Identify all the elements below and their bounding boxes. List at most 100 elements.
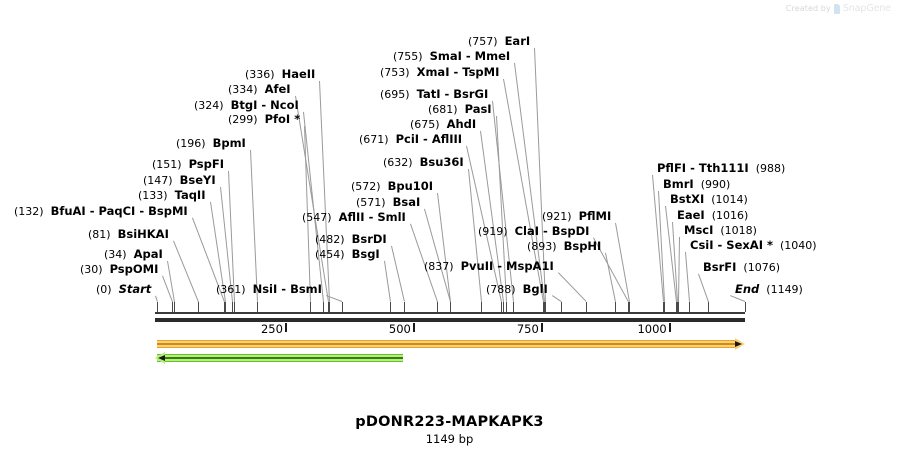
restriction-site-label[interactable]: (681) PasI [428,103,492,116]
restriction-site-tick [689,302,690,312]
restriction-site-label[interactable]: BsrFI (1076) [703,261,780,274]
restriction-site-label[interactable]: (334) AfeI [228,83,291,96]
restriction-site-label[interactable]: (147) BseYI [143,174,216,187]
site-position: (1040) [773,239,817,252]
restriction-site-label[interactable]: PflFI - Tth111I (988) [657,162,785,175]
restriction-site-label[interactable]: (675) AhdI [410,118,476,131]
restriction-site-label[interactable]: (671) PciI - AflIII [359,133,462,146]
label-separator: - [539,224,552,238]
restriction-site-label[interactable]: (34) ApaI [104,248,163,261]
restriction-site-tick [544,302,545,312]
restriction-site-label[interactable]: (132) BfuAI - PaqCI - BspMI [14,205,188,218]
restriction-site-tick [329,302,330,312]
axis-label-750: 750 [516,322,539,336]
enzyme-name: BsiHKAI [117,227,169,241]
restriction-site-tick [450,302,451,312]
restriction-site-tick [257,302,258,312]
restriction-site-tick [677,302,678,312]
orange-feature-arrow[interactable] [157,338,745,350]
restriction-site-label[interactable]: (695) TatI - BsrGI [380,88,488,101]
enzyme-name: BglI [522,282,548,296]
restriction-site-label[interactable]: (81) BsiHKAI [88,228,169,241]
restriction-site-tick [501,302,502,312]
restriction-site-label[interactable]: BmrI (990) [663,178,730,191]
restriction-site-label[interactable]: (919) ClaI - BspDI [478,225,589,238]
enzyme-name: BspHI [563,239,602,253]
enzyme-name: Bpu10I [387,179,434,193]
restriction-site-label[interactable]: (921) PflMI [542,210,611,223]
site-position: (147) [143,174,180,187]
restriction-site-tick [663,302,664,312]
leader-line [558,272,587,302]
restriction-site-label[interactable]: CsiI - SexAI * (1040) [690,239,817,252]
restriction-site-label[interactable]: (547) AflII - SmlI [302,211,406,224]
restriction-site-tick [506,302,507,312]
restriction-site-label[interactable]: (361) NsiI - BsmI [216,283,322,296]
restriction-site-tick [234,302,235,312]
backbone-line [155,318,745,322]
site-position: (788) [486,283,523,296]
green-feature-core-line [161,357,403,359]
site-position: (1149) [759,283,803,296]
site-position: (1014) [704,193,748,206]
green-feature-arrow[interactable] [155,352,403,364]
site-position: (361) [216,283,253,296]
restriction-site-label[interactable]: (324) BtgI - NcoI [194,99,299,112]
label-separator: - [713,238,727,252]
enzyme-name: BspMI [148,204,188,218]
restriction-site-tick [157,302,158,312]
restriction-site-label[interactable]: (788) BglI [486,283,548,296]
restriction-site-label[interactable]: (133) TaqII [138,189,206,202]
restriction-site-label[interactable]: (893) BspHI [527,240,601,253]
restriction-site-label[interactable]: (755) SmaI - MmeI [393,50,510,63]
site-position: (334) [228,83,265,96]
restriction-site-label[interactable]: (151) PspFI [152,158,224,171]
leader-line [424,208,451,302]
restriction-site-tick [174,302,175,312]
restriction-site-tick [390,302,391,312]
enzyme-name: NsiI [252,282,278,296]
restriction-site-label[interactable]: (336) HaeII [245,68,315,81]
restriction-site-label[interactable]: (571) BsaI [356,196,420,209]
restriction-site-label[interactable]: (482) BsrDI [315,233,387,246]
label-separator: - [493,259,507,273]
restriction-site-label[interactable]: (0) Start [96,283,151,296]
restriction-site-label[interactable]: EaeI (1016) [677,209,748,222]
restriction-site-label[interactable]: (454) BsgI [315,248,380,261]
leader-line [480,130,504,302]
watermark-created-by-text: Created by [785,4,831,13]
restriction-site-label[interactable]: BstXI (1014) [670,193,748,206]
restriction-site-label[interactable]: MscI (1018) [684,224,757,237]
enzyme-name: SmlI [377,210,406,224]
enzyme-name: MspA1I [506,259,554,273]
restriction-site-label[interactable]: (572) Bpu10I [351,180,433,193]
leader-line [552,295,562,302]
enzyme-name: BsmI [290,282,322,296]
restriction-site-tick [437,302,438,312]
site-position: (837) [424,260,461,273]
site-position: (30) [80,263,110,276]
restriction-site-label[interactable]: (837) PvuII - MspA1I [424,260,554,273]
restriction-site-tick [676,302,677,312]
leader-line [678,237,680,303]
enzyme-name: Tth111I [698,161,749,175]
axis-tick-250 [284,323,287,332]
enzyme-name: BseYI [179,173,216,187]
site-position: (571) [356,196,393,209]
leader-line [437,192,451,302]
restriction-site-tick [225,302,226,312]
restriction-site-label[interactable]: (196) BpmI [176,137,246,150]
restriction-site-label[interactable]: (30) PspOMI [80,263,158,276]
enzyme-name: PspFI [188,157,225,171]
restriction-site-label[interactable]: (757) EarI [468,35,530,48]
leader-line [384,260,391,302]
restriction-site-label[interactable]: (299) PfoI * [228,113,300,126]
enzyme-name: BspDI [551,224,590,238]
restriction-site-label[interactable]: End (1149) [735,283,803,296]
restriction-site-label[interactable]: (632) Bsu36I [383,156,464,169]
orange-feature-arrowhead-core [735,341,742,347]
leader-line [496,115,507,302]
leader-line [466,145,502,302]
axis-tick-1000 [668,323,671,332]
restriction-site-label[interactable]: (753) XmaI - TspMI [380,66,499,79]
